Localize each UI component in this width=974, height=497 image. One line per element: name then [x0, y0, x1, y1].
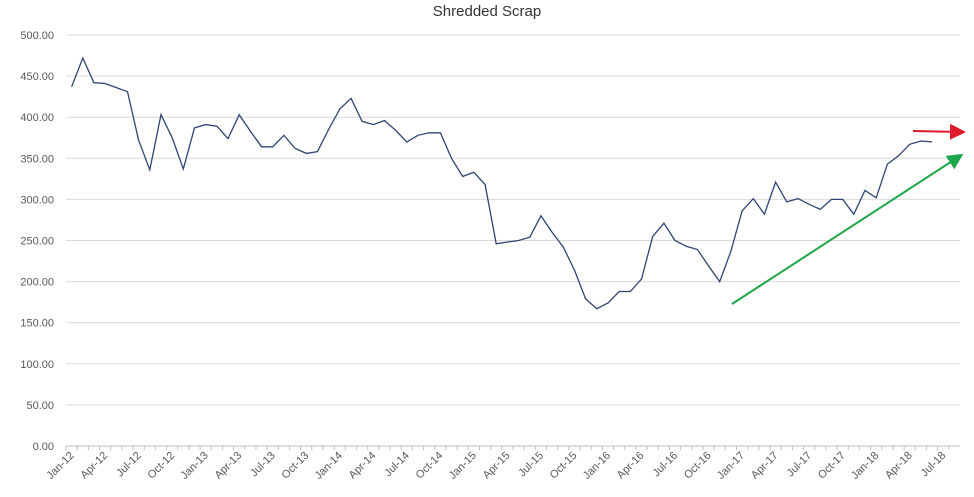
y-tick-label: 50.00	[26, 400, 54, 412]
x-tick-label: Jan-13	[179, 450, 211, 482]
x-tick-label: Jul-16	[650, 450, 680, 480]
y-tick-label: 100.00	[20, 359, 54, 371]
y-tick-label: 0.00	[33, 441, 54, 453]
y-tick-label: 500.00	[20, 30, 54, 42]
x-tick-label: Oct-16	[682, 450, 714, 482]
x-tick-label: Apr-14	[347, 450, 379, 482]
x-tick-label: Jul-13	[248, 450, 278, 480]
x-tick-label: Oct-12	[145, 450, 177, 482]
x-tick-label: Jan-17	[715, 450, 747, 482]
y-tick-label: 150.00	[20, 318, 54, 330]
y-tick-label: 400.00	[20, 112, 54, 124]
x-tick-label: Oct-17	[816, 450, 848, 482]
x-tick-label: Oct-13	[280, 450, 312, 482]
trend-arrow	[731, 153, 964, 305]
x-tick-label: Jan-15	[447, 450, 479, 482]
x-tick-label: Apr-17	[749, 450, 781, 482]
y-tick-label: 300.00	[20, 194, 54, 206]
x-tick-label: Jul-17	[785, 450, 815, 480]
y-tick-label: 250.00	[20, 236, 54, 248]
x-tick-label: Apr-16	[615, 450, 647, 482]
x-tick-label: Jan-14	[313, 450, 345, 482]
x-tick-label: Oct-14	[414, 450, 446, 482]
x-tick-label: Apr-18	[883, 450, 915, 482]
x-tick-label: Jul-18	[919, 450, 949, 480]
flat-arrow	[912, 123, 966, 140]
plot: 0.00 50.00 100.00 150.00 200.00 250.00 300.00 3…	[20, 30, 960, 482]
x-tick-label: Jul-12	[114, 450, 144, 480]
x-tick-label: Jul-15	[516, 450, 546, 480]
x-tick-label: Apr-15	[481, 450, 513, 482]
x-tick-label: Jan-16	[581, 450, 613, 482]
y-tick-label: 450.00	[20, 71, 54, 83]
chart-title: Shredded Scrap	[433, 3, 541, 20]
y-tick-label: 200.00	[20, 277, 54, 289]
x-tick-label: Jul-14	[382, 450, 412, 480]
data-line	[70, 56, 933, 310]
y-tick-label: 350.00	[20, 153, 54, 165]
x-tick-label: Oct-15	[548, 450, 580, 482]
x-tick-label: Jan-12	[44, 450, 76, 482]
x-tick-label: Apr-13	[212, 450, 244, 482]
x-tick-label: Apr-12	[78, 450, 110, 482]
x-tick-label: Jan-18	[849, 450, 881, 482]
